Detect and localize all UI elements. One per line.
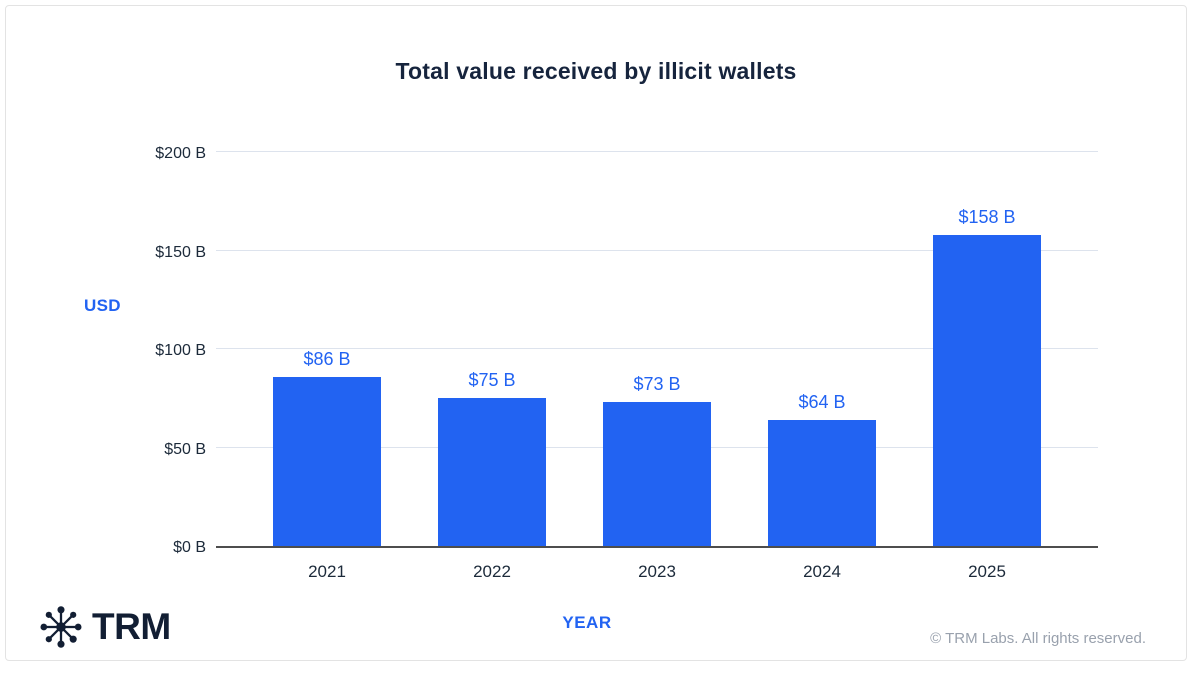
x-tick-label-2021: 2021 [308,562,346,581]
bar-value-label-2024: $64 B [798,391,846,412]
plot-area: $86 B 2021 $75 B 2022 $73 B 2023 $64 B 2024 $158… [216,151,1098,581]
x-tick-label-2025: 2025 [968,562,1006,581]
trm-logo: TRM [36,602,171,652]
trm-snowflake-icon [40,606,82,648]
copyright-text: © TRM Labs. All rights reserved. [930,630,1146,647]
y-tick-label: $200 B [155,145,206,162]
gridline-100 [216,348,1098,349]
chart-card: Total value received by illicit wallets … [5,5,1187,661]
bar-2025 [933,234,1041,546]
bar-2022 [438,398,546,546]
gridline-200 [216,151,1098,152]
bar-2023 [603,402,711,546]
bar-2024 [768,419,876,546]
y-tick-label: $0 B [173,539,206,556]
trm-logo-text: TRM [92,606,171,647]
x-tick-label-2023: 2023 [638,562,676,581]
bar-value-label-2025: $158 B [958,206,1016,227]
bar-value-label-2021: $86 B [303,348,351,369]
x-tick-label-2022: 2022 [473,562,511,581]
bar-2021 [273,376,381,546]
x-axis-title: YEAR [562,613,612,632]
bar-value-label-2023: $73 B [633,374,681,395]
y-axis-title: USD [84,296,121,315]
y-tick-label: $100 B [155,342,206,359]
y-tick-label: $150 B [155,243,206,261]
chart-title: Total value received by illicit wallets [395,58,797,84]
y-tick-label: $50 B [164,440,206,458]
bar-value-label-2022: $75 B [468,370,516,391]
x-tick-label-2024: 2024 [803,562,841,581]
gridline-150 [216,249,1098,251]
y-axis: $0 B $50 B $100 B $150 B $200 B [96,145,206,556]
